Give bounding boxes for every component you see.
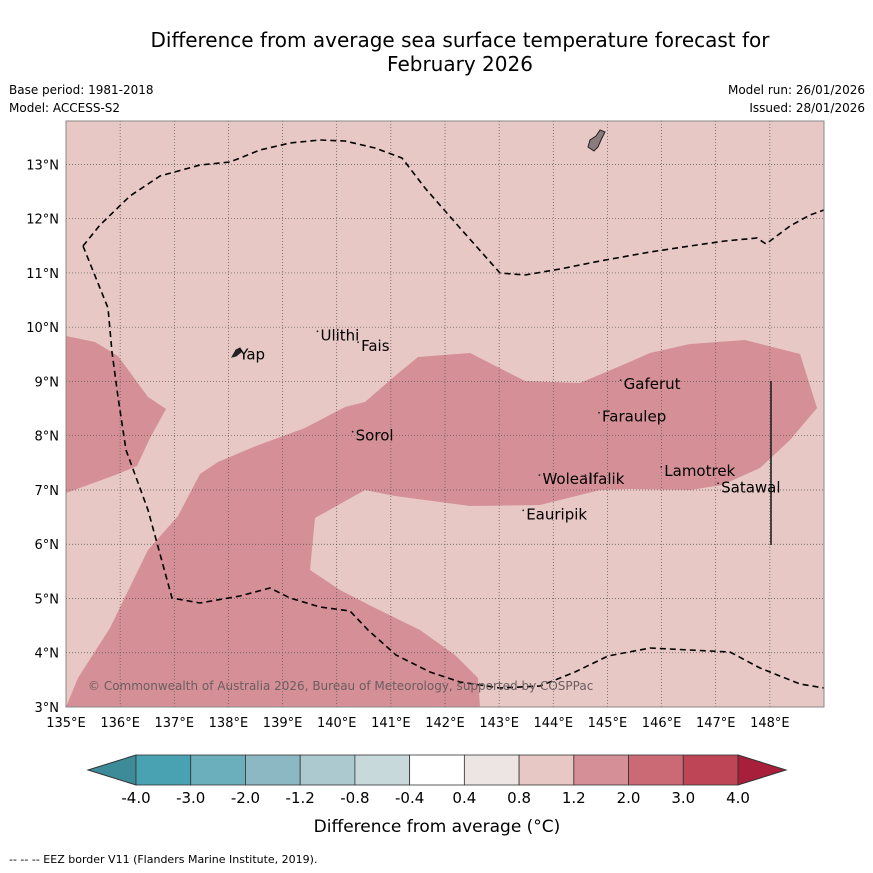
island-marker — [351, 430, 354, 433]
issued-date: Issued: 28/01/2026 — [749, 101, 865, 115]
model-name: Model: ACCESS-S2 — [9, 101, 121, 115]
lat-tick-label: 6°N — [35, 538, 60, 553]
lon-tick-label: 135°E — [46, 716, 86, 731]
lon-tick-label: 139°E — [263, 716, 303, 731]
colorbar-segment — [628, 754, 684, 786]
copyright-notice: © Commonwealth of Australia 2026, Bureau… — [88, 679, 593, 693]
place-label: Satawal — [721, 478, 780, 496]
place-label: Yap — [238, 345, 265, 363]
model-run: Model run: 26/01/2026 — [727, 83, 865, 97]
colorbar-tick-label: -1.2 — [286, 789, 315, 807]
yap-island-icon — [230, 347, 242, 358]
lat-tick-label: 3°N — [35, 701, 60, 716]
latitude-tick-labels: 3°N 4°N 5°N 6°N 7°N 8°N 9°N 10°N 11°N 12°N 13°N — [26, 158, 59, 716]
guam-island-icon — [587, 129, 606, 152]
longitude-tick-labels: 135°E 136°E 137°E 138°E 139°E 140°E 141°E 142°E… — [46, 716, 789, 731]
anomaly-region-main — [66, 340, 817, 707]
place-label: Fais — [361, 337, 390, 355]
lon-tick-label: 145°E — [588, 716, 628, 731]
island-marker — [235, 349, 238, 352]
lat-tick-label: 4°N — [35, 647, 60, 662]
colorbar-tick-label: 0.8 — [507, 789, 531, 807]
lon-tick-label: 140°E — [317, 716, 357, 731]
island-marker — [717, 482, 720, 485]
colorbar-segment — [245, 754, 301, 786]
colorbar-segment — [518, 754, 575, 786]
place-label: Eauripik — [526, 505, 587, 523]
island-marker — [357, 341, 359, 344]
meta-right: Model run: 26/01/2026 Issued: 28/01/2026 — [728, 81, 865, 117]
island-marker — [584, 474, 587, 477]
place-label: Lamotrek — [664, 462, 735, 480]
island-marker — [660, 466, 663, 468]
colorbar-tick-label: 0.4 — [452, 789, 476, 807]
lon-tick-label: 148°E — [750, 716, 790, 731]
lon-tick-label: 142°E — [425, 716, 465, 731]
title-line-2: February 2026 — [387, 52, 533, 76]
lon-tick-label: 138°E — [209, 716, 249, 731]
map-frame — [65, 120, 825, 708]
base-period: Base period: 1981-2018 — [9, 83, 154, 97]
place-label: Gaferut — [624, 375, 681, 393]
colorbar-tick-label: 4.0 — [726, 789, 750, 807]
place-label: Faraulep — [602, 408, 666, 426]
colorbar: -4.0 -3.0 -2.0 -1.2 -0.8 -0.4 0.4 0.8 1.2 2.0 3.0 4… — [86, 754, 788, 807]
colorbar-tick-label: 2.0 — [617, 789, 641, 807]
lon-tick-label: 147°E — [696, 716, 736, 731]
colorbar-segment — [682, 754, 739, 786]
colorbar-segment — [463, 754, 520, 786]
lat-tick-label: 12°N — [26, 213, 59, 228]
lat-tick-label: 8°N — [35, 430, 60, 445]
lat-tick-label: 9°N — [35, 375, 60, 390]
lat-tick-label: 13°N — [26, 158, 59, 173]
island-marker — [619, 379, 622, 382]
map-gridlines — [66, 121, 824, 707]
island-marker — [538, 474, 541, 477]
colorbar-extend-low — [86, 754, 137, 786]
lon-tick-label: 137°E — [155, 716, 195, 731]
lat-tick-label: 7°N — [35, 484, 60, 499]
lon-tick-label: 144°E — [534, 716, 574, 731]
colorbar-tick-label: -4.0 — [121, 789, 150, 807]
lat-tick-label: 10°N — [26, 321, 59, 336]
eez-footnote: -- -- -- EEZ border V11 (Flanders Marine… — [9, 853, 318, 866]
island-marker — [522, 509, 525, 512]
lon-tick-label: 143°E — [479, 716, 519, 731]
colorbar-segment — [573, 754, 629, 786]
colorbar-segment — [299, 754, 356, 786]
place-label: Ulithi — [320, 326, 359, 344]
place-label: Ifalik — [588, 470, 624, 488]
colorbar-tick-label: -0.4 — [395, 789, 424, 807]
lon-tick-label: 136°E — [100, 716, 140, 731]
lat-tick-label: 11°N — [26, 267, 59, 282]
anomaly-region-west — [66, 336, 166, 493]
colorbar-tick-label: -3.0 — [176, 789, 205, 807]
lon-tick-label: 146°E — [642, 716, 682, 731]
colorbar-title: Difference from average (°C) — [314, 817, 561, 837]
island-marker — [598, 411, 600, 414]
title-line-1: Difference from average sea surface temp… — [150, 28, 770, 52]
place-label: Sorol — [356, 427, 394, 445]
colorbar-tick-label: -0.8 — [340, 789, 369, 807]
island-marker — [316, 330, 319, 333]
colorbar-extend-high — [737, 754, 788, 786]
place-label: Woleai — [542, 470, 592, 488]
lon-tick-label: 141°E — [371, 716, 411, 731]
colorbar-segment — [409, 754, 465, 786]
chart-title: Difference from average sea surface temp… — [60, 28, 860, 76]
colorbar-tick-label: 1.2 — [562, 789, 586, 807]
meta-left: Base period: 1981-2018 Model: ACCESS-S2 — [9, 81, 154, 117]
colorbar-tick-label: -2.0 — [231, 789, 260, 807]
colorbar-segment — [190, 754, 246, 786]
eez-border-line — [82, 139, 824, 689]
colorbar-segment — [354, 754, 411, 786]
lat-tick-label: 5°N — [35, 592, 60, 607]
colorbar-segment — [135, 754, 192, 786]
colorbar-tick-label: 3.0 — [671, 789, 695, 807]
